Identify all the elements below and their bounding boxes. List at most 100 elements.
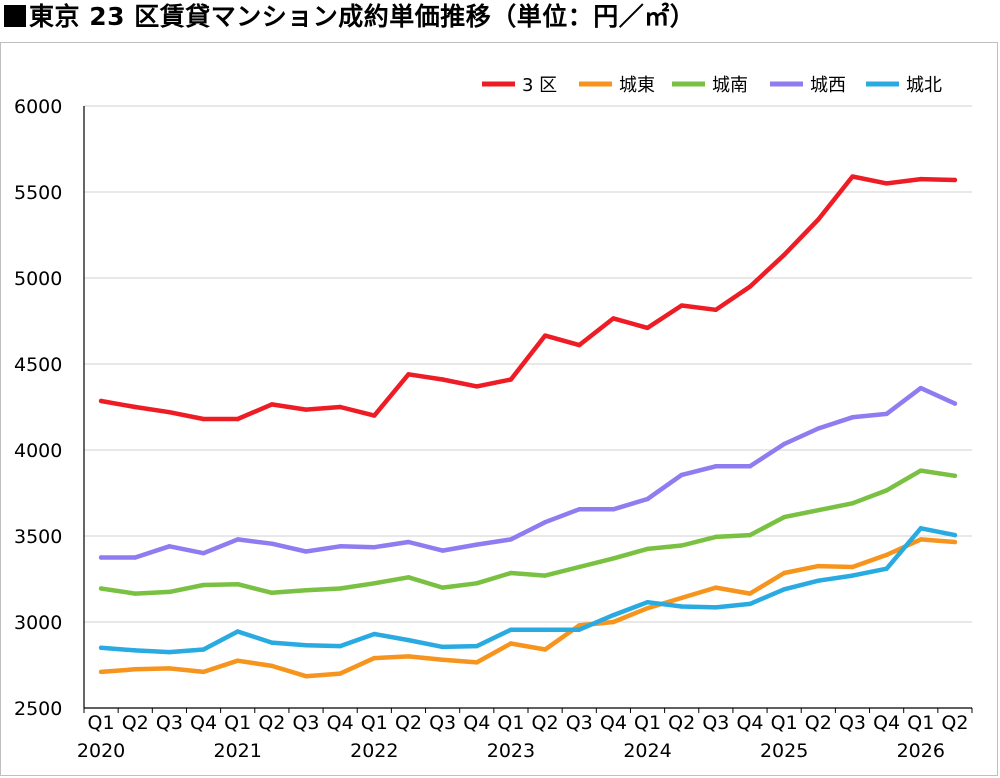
legend-label: 3 区 bbox=[522, 75, 557, 96]
x-year-label: 2024 bbox=[623, 740, 671, 762]
y-tick-label: 3000 bbox=[14, 612, 62, 634]
data-point bbox=[816, 217, 821, 222]
data-point bbox=[269, 541, 275, 546]
x-tick-label: Q1 bbox=[907, 712, 934, 734]
data-point bbox=[542, 333, 548, 338]
x-tick-label: Q2 bbox=[941, 712, 968, 734]
data-point bbox=[713, 605, 719, 610]
data-point bbox=[884, 488, 889, 493]
data-point bbox=[713, 534, 719, 540]
data-point bbox=[303, 673, 309, 679]
data-point bbox=[508, 627, 514, 632]
data-point bbox=[850, 564, 855, 570]
x-tick-label: Q2 bbox=[258, 712, 285, 734]
data-point bbox=[645, 606, 650, 611]
data-point bbox=[577, 507, 582, 512]
data-point bbox=[918, 526, 923, 531]
legend-label: 城北 bbox=[906, 75, 942, 96]
x-tick-label: Q4 bbox=[600, 712, 627, 734]
data-point bbox=[201, 582, 206, 588]
data-point bbox=[372, 544, 377, 550]
data-point bbox=[269, 402, 275, 407]
data-point bbox=[952, 401, 958, 406]
data-point bbox=[747, 532, 753, 538]
title-square-icon bbox=[4, 5, 26, 27]
data-point bbox=[406, 372, 411, 377]
x-year-label: 2022 bbox=[350, 740, 398, 762]
data-point bbox=[679, 303, 684, 308]
legend-label: 城東 bbox=[619, 75, 655, 96]
data-point bbox=[508, 641, 514, 646]
x-tick-label: Q2 bbox=[122, 712, 149, 734]
x-tick-label: Q2 bbox=[805, 712, 832, 734]
data-point bbox=[167, 544, 172, 549]
x-tick-label: Q3 bbox=[839, 712, 866, 734]
data-point bbox=[577, 627, 582, 632]
x-year-label: 2026 bbox=[897, 740, 945, 762]
data-point bbox=[679, 604, 684, 609]
data-point bbox=[372, 631, 377, 637]
x-tick-label: Q3 bbox=[429, 712, 456, 734]
data-point bbox=[816, 563, 821, 569]
data-point bbox=[611, 507, 616, 512]
data-point bbox=[474, 660, 479, 665]
data-point bbox=[406, 654, 411, 659]
chart-title-text: 東京 23 区賃貸マンション成約単価推移（単位：円／㎡） bbox=[29, 2, 696, 31]
series-line bbox=[98, 385, 958, 560]
data-point bbox=[884, 566, 889, 571]
data-point bbox=[542, 520, 548, 525]
data-point bbox=[781, 587, 787, 592]
data-point bbox=[611, 316, 616, 321]
x-tick-label: Q4 bbox=[327, 712, 354, 734]
data-point bbox=[167, 589, 172, 595]
data-point bbox=[337, 544, 343, 549]
y-tick-label: 4000 bbox=[14, 440, 62, 462]
chart-title: 東京 23 区賃貸マンション成約単価推移（単位：円／㎡） bbox=[4, 0, 695, 34]
data-point bbox=[577, 564, 582, 570]
data-point bbox=[440, 585, 445, 590]
data-point bbox=[577, 342, 582, 348]
data-point bbox=[816, 426, 821, 431]
data-point bbox=[747, 464, 753, 469]
data-point bbox=[713, 307, 719, 313]
data-point bbox=[474, 542, 479, 547]
data-point bbox=[201, 416, 206, 422]
data-point bbox=[850, 501, 855, 506]
x-tick-label: Q1 bbox=[224, 712, 251, 734]
x-tick-label: Q2 bbox=[668, 712, 695, 734]
data-point bbox=[781, 252, 787, 257]
x-tick-label: Q3 bbox=[702, 712, 729, 734]
data-point bbox=[713, 464, 719, 469]
data-point bbox=[303, 643, 309, 648]
series-line bbox=[98, 537, 958, 679]
x-tick-label: Q1 bbox=[361, 712, 388, 734]
data-point bbox=[167, 409, 172, 415]
data-point bbox=[167, 649, 172, 655]
data-point bbox=[508, 377, 514, 382]
data-point bbox=[952, 177, 958, 183]
data-point bbox=[884, 411, 889, 417]
data-point bbox=[406, 575, 411, 580]
data-point bbox=[645, 600, 650, 605]
data-point bbox=[645, 546, 650, 552]
data-point bbox=[850, 415, 855, 420]
series-line bbox=[98, 468, 958, 596]
series-line bbox=[98, 174, 958, 422]
data-point bbox=[781, 570, 787, 576]
data-point bbox=[440, 644, 445, 650]
x-tick-label: Q4 bbox=[873, 712, 900, 734]
x-tick-label: Q1 bbox=[497, 712, 524, 734]
x-tick-label: Q3 bbox=[156, 712, 183, 734]
data-point bbox=[474, 581, 479, 586]
data-point bbox=[133, 648, 138, 653]
data-point bbox=[133, 555, 138, 560]
data-point bbox=[781, 441, 787, 447]
legend-label: 城南 bbox=[712, 75, 748, 96]
data-point bbox=[235, 581, 240, 587]
data-point bbox=[201, 551, 206, 556]
x-year-label: 2020 bbox=[77, 740, 125, 762]
x-year-label: 2021 bbox=[214, 740, 262, 762]
data-point bbox=[747, 591, 753, 596]
data-point bbox=[235, 537, 240, 542]
data-point bbox=[337, 671, 343, 676]
